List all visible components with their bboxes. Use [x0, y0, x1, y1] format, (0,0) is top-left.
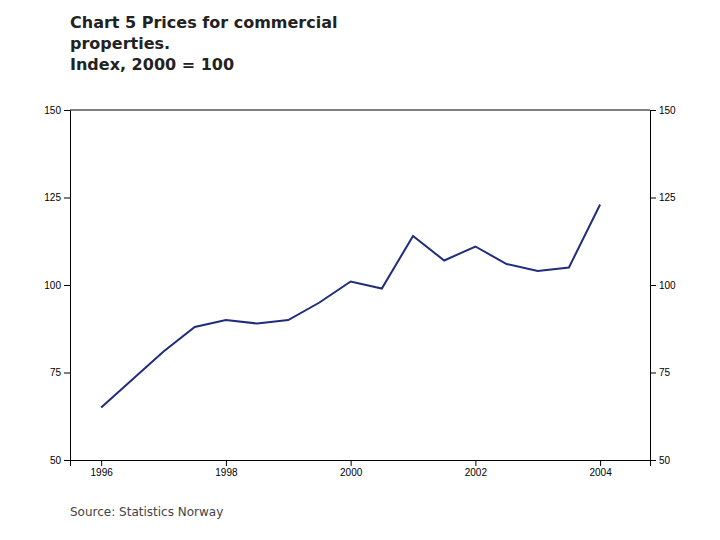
x-tick-label: 2002	[465, 467, 488, 478]
y-tick-mark	[64, 110, 70, 111]
x-tick-label: 1996	[91, 467, 114, 478]
x-tick-label: 2004	[589, 467, 612, 478]
y-right-tick-label: 100	[659, 280, 676, 291]
y-right-tick-mark	[650, 285, 656, 286]
x-axis: 1996 1998 2000 2002 2004	[71, 460, 651, 478]
y-right-tick: 150	[650, 105, 676, 116]
y-tick: 150	[44, 105, 70, 116]
x-tick-mark	[101, 460, 102, 466]
plot: 1996 1998 2000 2002 2004 50 75 100 125 150 50 75 100…	[44, 105, 676, 478]
y-tick-label: 75	[50, 367, 62, 378]
marks	[101, 205, 600, 408]
x-tick: 2004	[589, 460, 612, 478]
y-right-tick: 75	[650, 367, 671, 378]
y-tick-mark	[64, 285, 70, 286]
y-axis-line	[64, 111, 71, 461]
y-tick-mark	[64, 198, 70, 199]
frame-top	[70, 110, 650, 111]
x-tick: 1996	[91, 460, 114, 478]
chart: 1996 1998 2000 2002 2004 50 75 100 125 150 50 75 100…	[0, 0, 720, 540]
y-right-tick-label: 75	[659, 367, 671, 378]
y-tick-mark	[64, 373, 70, 374]
x-tick-mark	[475, 460, 476, 466]
x-tick: 2000	[340, 460, 363, 478]
y-right-tick-label: 125	[659, 192, 676, 203]
y-right-tick: 50	[650, 455, 671, 466]
y-tick-label: 125	[44, 192, 61, 203]
y-right-tick: 100	[650, 280, 676, 291]
y-tick-label: 50	[50, 455, 62, 466]
x-tick-mark	[226, 460, 227, 466]
y-tick-label: 150	[44, 105, 61, 116]
y-tick: 100	[44, 280, 70, 291]
y-right-axis-line	[651, 111, 657, 461]
x-tick-label: 2000	[340, 467, 363, 478]
line	[101, 205, 600, 408]
y-tick: 125	[44, 192, 70, 203]
y-right-tick-label: 150	[659, 105, 676, 116]
y-right-tick-mark	[650, 110, 656, 111]
x-tick-mark	[600, 460, 601, 466]
x-tick-label: 1998	[215, 467, 238, 478]
y-axis: 50 75 100 125 150	[44, 105, 70, 466]
y-tick: 75	[50, 367, 70, 378]
y-right-tick-mark	[650, 460, 656, 461]
title: Chart 5 Prices for commercialproperties.…	[70, 13, 338, 74]
annotation: Source: Statistics Norway	[70, 505, 223, 519]
y-right-tick-label: 50	[659, 455, 671, 466]
y-right-axis: 50 75 100 125 150	[650, 105, 676, 466]
x-tick: 1998	[215, 460, 238, 478]
y-right-tick-mark	[650, 373, 656, 374]
y-tick-label: 100	[44, 280, 61, 291]
x-axis-line	[71, 461, 651, 467]
y-right-tick: 125	[650, 192, 676, 203]
y-tick-mark	[64, 460, 70, 461]
x-tick-mark	[351, 460, 352, 466]
y-right-tick-mark	[650, 198, 656, 199]
x-tick: 2002	[465, 460, 488, 478]
y-tick: 50	[50, 455, 70, 466]
